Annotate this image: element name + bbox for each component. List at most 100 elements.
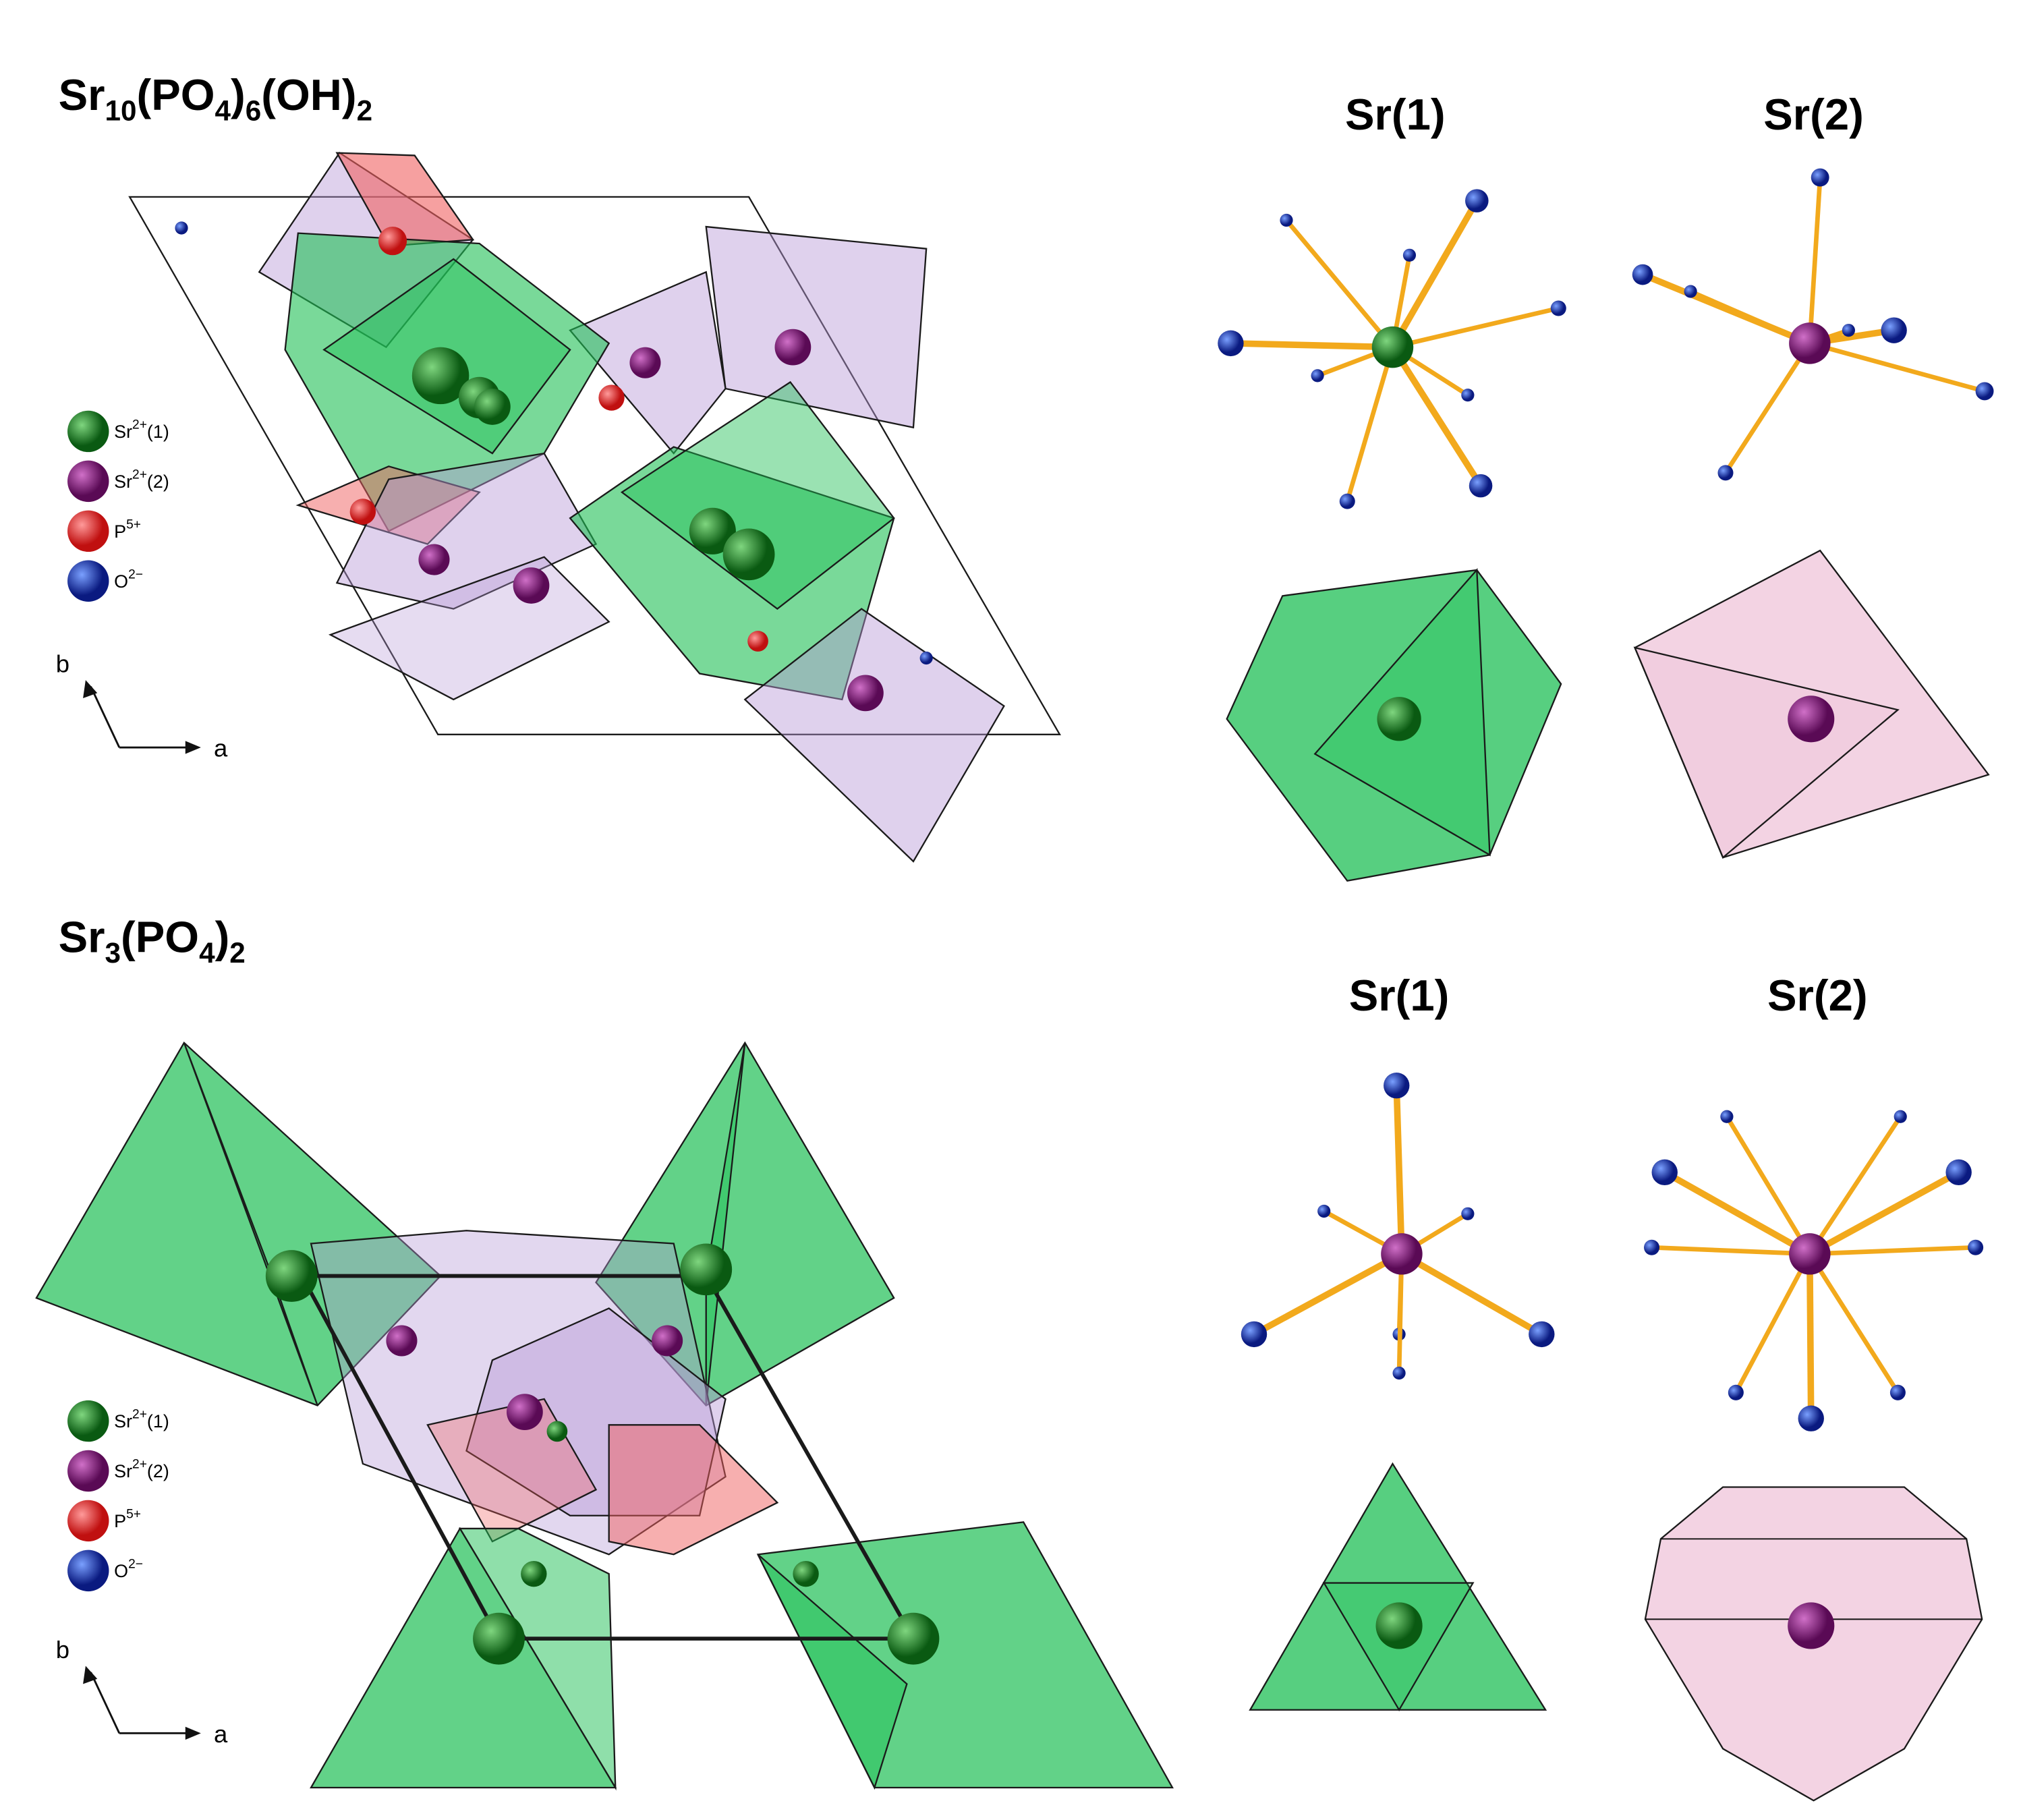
legend-label: Sr2+(1): [114, 418, 169, 442]
formula-part: Sr: [59, 912, 105, 961]
edge: [1734, 1253, 1812, 1394]
atom: [652, 1325, 683, 1357]
subscript: 4: [199, 937, 215, 969]
formula-part: ): [231, 70, 246, 119]
atom: [680, 1243, 733, 1296]
superscript: 2−: [128, 1558, 143, 1572]
atom: [474, 389, 511, 425]
atom: [598, 385, 625, 411]
atom: [1644, 1239, 1660, 1255]
edge: [1230, 340, 1393, 351]
unit-cell: [128, 196, 1061, 735]
legend-part: (2): [147, 472, 169, 492]
atom: [418, 544, 450, 575]
edge: [1284, 219, 1395, 349]
atom: [1894, 1110, 1907, 1123]
legend-part: (1): [147, 422, 169, 442]
edge: [1393, 1085, 1405, 1254]
legend-label: O2−: [114, 1558, 143, 1581]
superscript: 2+: [132, 1458, 147, 1472]
atom: [887, 1612, 940, 1665]
edge: [1689, 289, 1811, 345]
superscript: 2+: [132, 418, 147, 432]
polyhedron-face: [1249, 1462, 1547, 1711]
atom: [1550, 300, 1566, 316]
formula: Sr10(PO4)6(OH)2: [59, 70, 373, 126]
atom: [629, 347, 661, 378]
polyhedron-face: [183, 1042, 318, 1406]
atom: [1789, 1233, 1831, 1275]
atom: [774, 329, 812, 366]
atom: [1461, 389, 1475, 402]
polyhedron-face: [705, 225, 928, 429]
atom: [67, 1450, 109, 1492]
subscript: 2: [357, 95, 373, 127]
atom: [1375, 1602, 1423, 1649]
atom: [67, 460, 109, 503]
edge: [1390, 345, 1484, 488]
edge: [1392, 306, 1560, 349]
atom: [1811, 168, 1829, 187]
site-label: Sr(2): [1767, 971, 1868, 1020]
site-label: Sr(1): [1349, 971, 1450, 1020]
atom: [1384, 1072, 1410, 1099]
polyhedron-face: [743, 608, 1005, 863]
atom: [689, 507, 736, 554]
atom: [1651, 1159, 1678, 1186]
atom: [1392, 1366, 1406, 1380]
atom: [1632, 264, 1653, 285]
atom: [1317, 1204, 1331, 1218]
legend-part: (1): [147, 1411, 169, 1431]
legend-part: Sr: [114, 472, 132, 492]
superscript: 5+: [126, 1508, 141, 1522]
atom: [67, 410, 109, 453]
edge: [1345, 346, 1395, 503]
formula-part: (PO: [137, 70, 215, 119]
subscript: 6: [246, 95, 261, 127]
atom: [507, 1394, 543, 1430]
subscript: 4: [215, 95, 231, 127]
axis-label: b: [56, 650, 69, 678]
atom: [67, 1500, 109, 1542]
legend-part: Sr: [114, 422, 132, 442]
edge: [1807, 177, 1823, 344]
polyhedron-face: [757, 1554, 908, 1790]
legend-part: Sr: [114, 1411, 132, 1431]
legend-part: P: [114, 521, 126, 542]
polyhedron-face: [335, 152, 475, 248]
edge: [1725, 1115, 1812, 1255]
formula: Sr3(PO4)2: [59, 912, 246, 968]
atom: [1717, 465, 1734, 481]
legend-label: Sr2+(2): [114, 468, 169, 492]
atom: [473, 1612, 525, 1665]
atom: [847, 675, 884, 712]
atom: [1469, 474, 1493, 498]
legend-label: P5+: [114, 517, 141, 541]
atom: [349, 499, 376, 525]
atom: [265, 1250, 318, 1302]
axis-label: b: [56, 1636, 69, 1663]
atom: [1798, 1405, 1824, 1431]
atom: [67, 1549, 109, 1592]
edge: [1651, 1245, 1810, 1257]
superscript: 2+: [132, 468, 147, 482]
edge: [1809, 1245, 1976, 1257]
polyhedron-face: [595, 1041, 895, 1406]
atom: [67, 560, 109, 602]
edge: [1663, 1169, 1812, 1257]
atom: [175, 221, 188, 235]
superscript: 5+: [126, 517, 141, 532]
polyhedron-face: [620, 380, 895, 610]
atom: [1402, 248, 1417, 262]
atom: [1241, 1321, 1268, 1348]
arrow-head: [185, 741, 201, 754]
formula-part: (PO: [121, 912, 199, 961]
atom: [1381, 1233, 1423, 1275]
atom: [1218, 330, 1244, 357]
atom: [1465, 189, 1489, 212]
edge: [1807, 1253, 1900, 1394]
site-label: Sr(2): [1763, 90, 1864, 139]
axis-label: a: [214, 734, 228, 762]
polyhedron-face: [1633, 646, 1900, 859]
